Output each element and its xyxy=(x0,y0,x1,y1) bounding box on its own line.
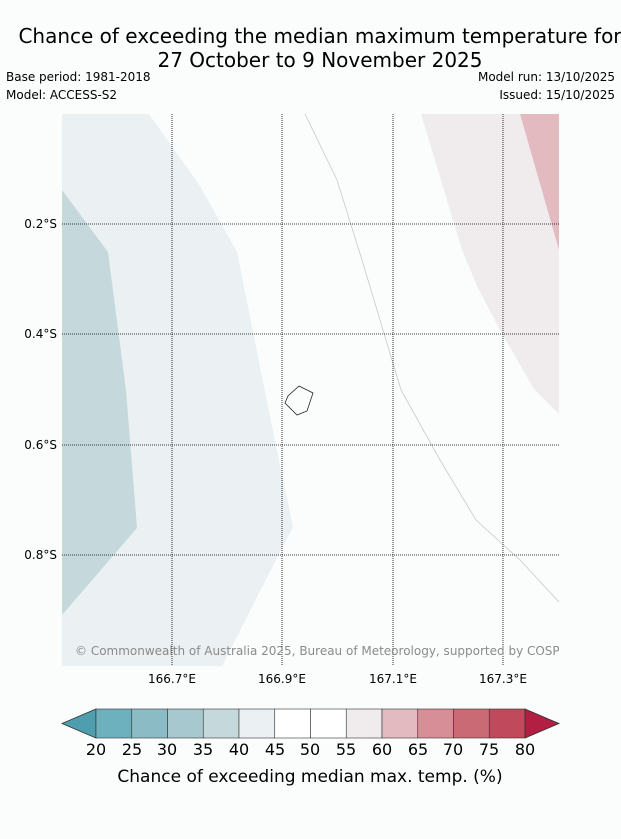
colorbar-tick-75: 75 xyxy=(479,740,499,759)
colorbar-tick-35: 35 xyxy=(193,740,213,759)
lat-label-2: 0.4°S xyxy=(24,327,57,341)
colorbar-bin-11 xyxy=(453,708,490,739)
issued-date: Issued: 15/10/2025 xyxy=(499,88,615,102)
colorbar-bin-1 xyxy=(95,708,133,739)
colorbar-tick-55: 55 xyxy=(336,740,356,759)
lon-label-1: 166.7°E xyxy=(148,672,196,686)
colorbar-tick-labels: 20 25 30 35 40 45 50 55 60 65 70 75 80 xyxy=(86,740,535,759)
meta-right: Model run: 13/10/2025 Issued: 15/10/2025 xyxy=(478,68,615,104)
colorbar xyxy=(60,708,561,739)
colorbar-bin-12 xyxy=(488,708,526,739)
colorbar-tick-65: 65 xyxy=(408,740,428,759)
lat-label-4: 0.8°S xyxy=(24,548,57,562)
base-period: Base period: 1981-2018 xyxy=(6,70,151,84)
colorbar-tick-40: 40 xyxy=(229,740,249,759)
colorbar-tick-30: 30 xyxy=(157,740,177,759)
colorbar-bin-4 xyxy=(202,708,240,739)
model-name: Model: ACCESS-S2 xyxy=(6,88,118,102)
colorbar-bin-2 xyxy=(131,708,168,739)
colorbar-bin-7 xyxy=(310,708,347,739)
lat-labels: 0.2°S 0.4°S 0.6°S 0.8°S xyxy=(24,217,57,562)
colorbar-bin-10 xyxy=(417,708,454,739)
lon-label-3: 167.1°E xyxy=(369,672,417,686)
colorbar-tick-70: 70 xyxy=(443,740,463,759)
region-55-60 xyxy=(421,114,559,414)
colorbar-title: Chance of exceeding median max. temp. (%… xyxy=(117,767,502,787)
colorbar-tick-80: 80 xyxy=(515,740,535,759)
colorbar-tick-20: 20 xyxy=(86,740,106,759)
map-title: Chance of exceeding the median maximum t… xyxy=(0,24,621,72)
colorbar-tick-50: 50 xyxy=(300,740,320,759)
colorbar-extend-low xyxy=(60,708,97,739)
region-60-65 xyxy=(520,114,559,250)
lat-label-1: 0.2°S xyxy=(24,217,57,231)
colorbar-bin-3 xyxy=(167,708,204,739)
region-35-40 xyxy=(62,190,137,615)
colorbar-bin-6 xyxy=(274,708,311,739)
colorbar-bin-8 xyxy=(345,708,383,739)
model-run: Model run: 13/10/2025 xyxy=(477,70,615,84)
title-line-1: Chance of exceeding the median maximum t… xyxy=(18,24,621,48)
gridlines xyxy=(62,114,559,666)
lon-labels: 166.7°E 166.9°E 167.1°E 167.3°E xyxy=(148,672,527,686)
colorbar-tick-45: 45 xyxy=(265,740,285,759)
colorbar-bin-5 xyxy=(238,708,276,739)
map-panel: © Commonwealth of Australia 2025, Bureau… xyxy=(62,114,580,666)
colorbar-tick-25: 25 xyxy=(122,740,142,759)
copyright-notice: © Commonwealth of Australia 2025, Bureau… xyxy=(75,644,580,658)
island-outline xyxy=(284,385,314,416)
lat-label-3: 0.6°S xyxy=(24,438,57,452)
colorbar-bin-9 xyxy=(381,708,419,739)
lon-label-4: 167.3°E xyxy=(479,672,527,686)
title-line-2: 27 October to 9 November 2025 xyxy=(157,48,483,72)
contour-line-50 xyxy=(304,114,559,603)
colorbar-extend-high xyxy=(524,708,561,739)
lon-label-2: 166.9°E xyxy=(258,672,306,686)
meta-left: Base period: 1981-2018 Model: ACCESS-S2 xyxy=(6,68,151,104)
colorbar-tick-60: 60 xyxy=(372,740,392,759)
